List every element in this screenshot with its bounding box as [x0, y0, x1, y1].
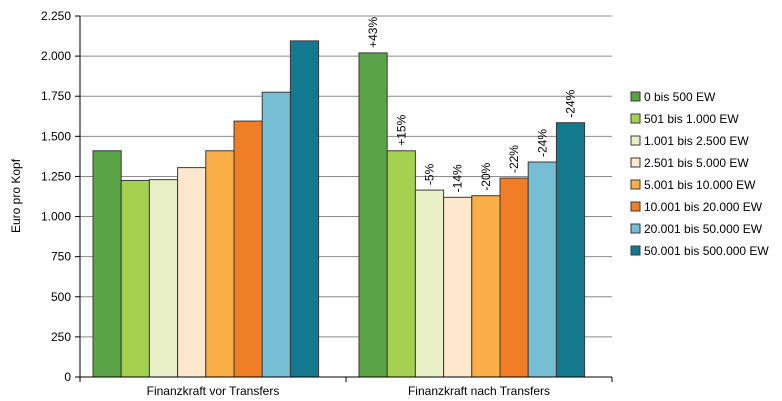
x-axis-categories: Finanzkraft vor Transfers Finanzkraft nac… [147, 384, 550, 398]
legend-entry: 20.001 bis 50.000 EW [644, 222, 763, 236]
data-label: +43% [366, 17, 380, 48]
legend-entry: 2.501 bis 5.000 EW [644, 156, 749, 170]
bar [443, 196, 473, 378]
bar [120, 179, 150, 378]
data-label: -24% [564, 89, 578, 117]
x-category-label: Finanzkraft nach Transfers [408, 384, 550, 398]
bar [358, 52, 388, 378]
bars [92, 40, 586, 378]
y-axis-label: Euro pro Kopf [9, 158, 23, 233]
x-category-label: Finanzkraft vor Transfers [147, 384, 280, 398]
legend-swatch [630, 201, 641, 212]
y-tick-label: 1.250 [41, 169, 71, 183]
y-tick-label: 2.000 [41, 49, 71, 63]
bar [177, 167, 207, 378]
bar [233, 120, 263, 378]
legend-entry: 0 bis 500 EW [644, 90, 716, 104]
bar [92, 150, 122, 378]
y-tick-label: 1.500 [41, 129, 71, 143]
legend-swatch [630, 113, 641, 124]
legend: 0 bis 500 EW 501 bis 1.000 EW 1.001 bis 2.… [630, 90, 769, 258]
legend-entry: 10.001 bis 20.000 EW [644, 200, 763, 214]
legend-entry: 1.001 bis 2.500 EW [644, 134, 749, 148]
data-label: -5% [423, 163, 437, 185]
bar [289, 40, 320, 378]
bar [555, 122, 586, 378]
y-tick-label: 1.000 [41, 210, 71, 224]
legend-swatch [630, 157, 641, 168]
y-tick-label: 500 [51, 290, 71, 304]
data-label: -20% [479, 162, 493, 190]
bar [205, 150, 235, 378]
axes [79, 16, 613, 382]
y-tick-label: 250 [51, 330, 71, 344]
data-label: -24% [535, 129, 549, 157]
legend-entry: 501 bis 1.000 EW [644, 112, 739, 126]
legend-swatch [630, 179, 641, 190]
bar [527, 161, 557, 378]
bar [471, 195, 501, 378]
y-tick-label: 750 [51, 250, 71, 264]
bar [261, 91, 291, 378]
y-tick-label: 0 [64, 370, 71, 384]
bar [386, 150, 416, 378]
data-labels: +43% +15% -5% -14% -20% -22% -24% -24% [366, 17, 577, 193]
data-label: -22% [507, 145, 521, 173]
data-label: +15% [394, 114, 408, 145]
bar [499, 177, 529, 378]
legend-swatch [630, 91, 641, 102]
legend-entry: 50.001 bis 500.000 EW [644, 244, 769, 258]
legend-swatch [630, 135, 641, 146]
legend-swatch [630, 223, 641, 234]
legend-swatch [630, 245, 641, 256]
bar [414, 189, 445, 378]
legend-entry: 5.001 bis 10.000 EW [644, 178, 756, 192]
y-tick-label: 1.750 [41, 89, 71, 103]
y-axis-ticks: 0 250 500 750 1.000 1.250 1.500 1.750 2.000 2.250 [41, 9, 80, 384]
data-label: -14% [451, 164, 465, 192]
y-tick-label: 2.250 [41, 9, 71, 23]
bar [148, 179, 179, 378]
